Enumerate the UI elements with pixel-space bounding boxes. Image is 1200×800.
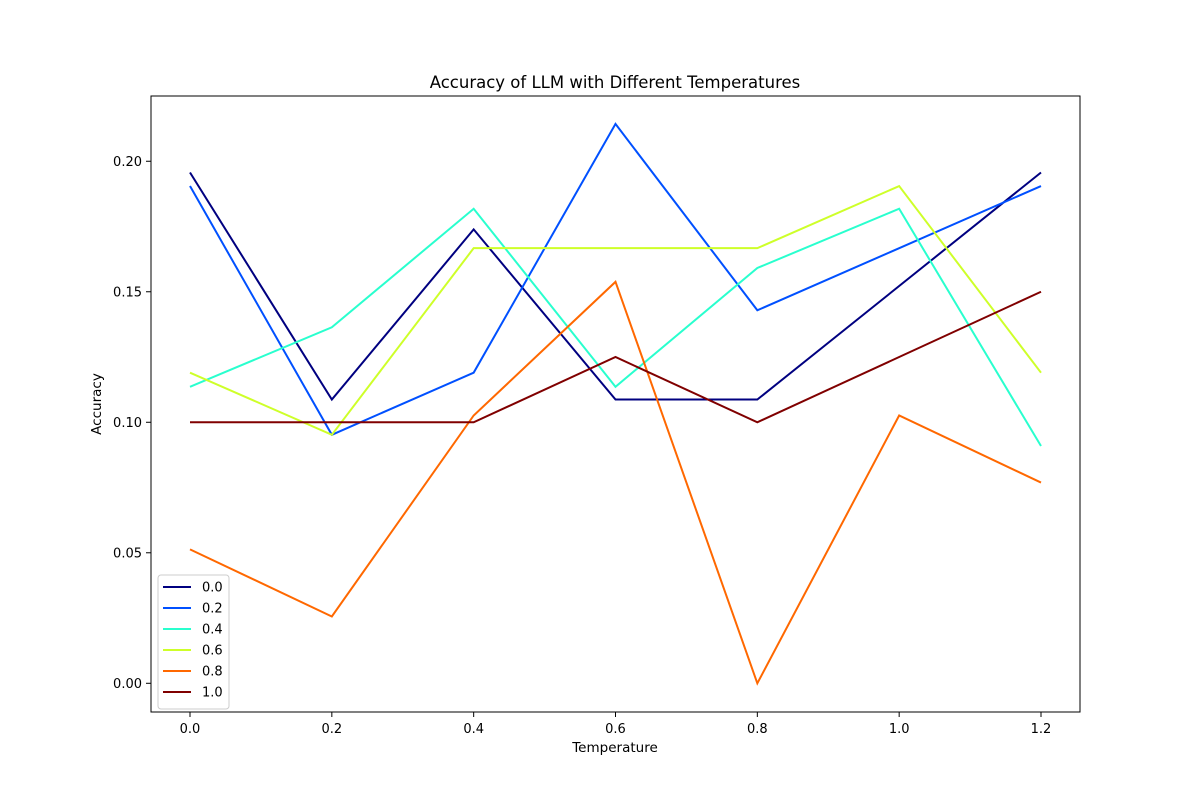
- x-tick-label: 0.2: [321, 722, 342, 737]
- series-line-5: [190, 290, 1042, 424]
- legend-label: 0.2: [202, 602, 223, 617]
- chart-title: Accuracy of LLM with Different Temperatu…: [430, 73, 801, 92]
- legend-label: 0.8: [202, 665, 223, 680]
- series-line-0: [189, 171, 1042, 402]
- legend-label: 1.0: [202, 686, 223, 701]
- x-axis: 0.0 0.2 0.4 0.6 0.8 1.0 1.2: [180, 712, 1052, 737]
- series-line-2: [189, 207, 1042, 447]
- x-tick-label: 0.4: [463, 722, 484, 737]
- y-tick-label: 0.10: [113, 416, 142, 431]
- y-tick-label: 0.20: [113, 155, 142, 170]
- x-axis-label: Temperature: [571, 740, 658, 756]
- y-tick-label: 0.00: [113, 677, 142, 692]
- x-tick-label: 1.2: [1031, 722, 1052, 737]
- y-tick-label: 0.15: [113, 285, 142, 300]
- legend-label: 0.6: [202, 644, 223, 659]
- legend: 0.0 0.2 0.4 0.6 0.8 1.0: [157, 574, 230, 710]
- series-line-4: [189, 280, 1042, 686]
- legend-label: 0.0: [202, 581, 223, 596]
- x-tick-label: 0.0: [180, 722, 201, 737]
- y-tick-label: 0.05: [113, 546, 142, 561]
- y-axis-label: Accuracy: [89, 373, 105, 435]
- y-axis: 0.00 0.05 0.10 0.15 0.20: [113, 155, 151, 692]
- x-tick-label: 0.8: [747, 722, 768, 737]
- x-tick-label: 1.0: [889, 722, 910, 737]
- series-line-3: [189, 184, 1042, 437]
- x-tick-label: 0.6: [605, 722, 626, 737]
- plot-area: [189, 122, 1042, 686]
- legend-label: 0.4: [202, 623, 223, 638]
